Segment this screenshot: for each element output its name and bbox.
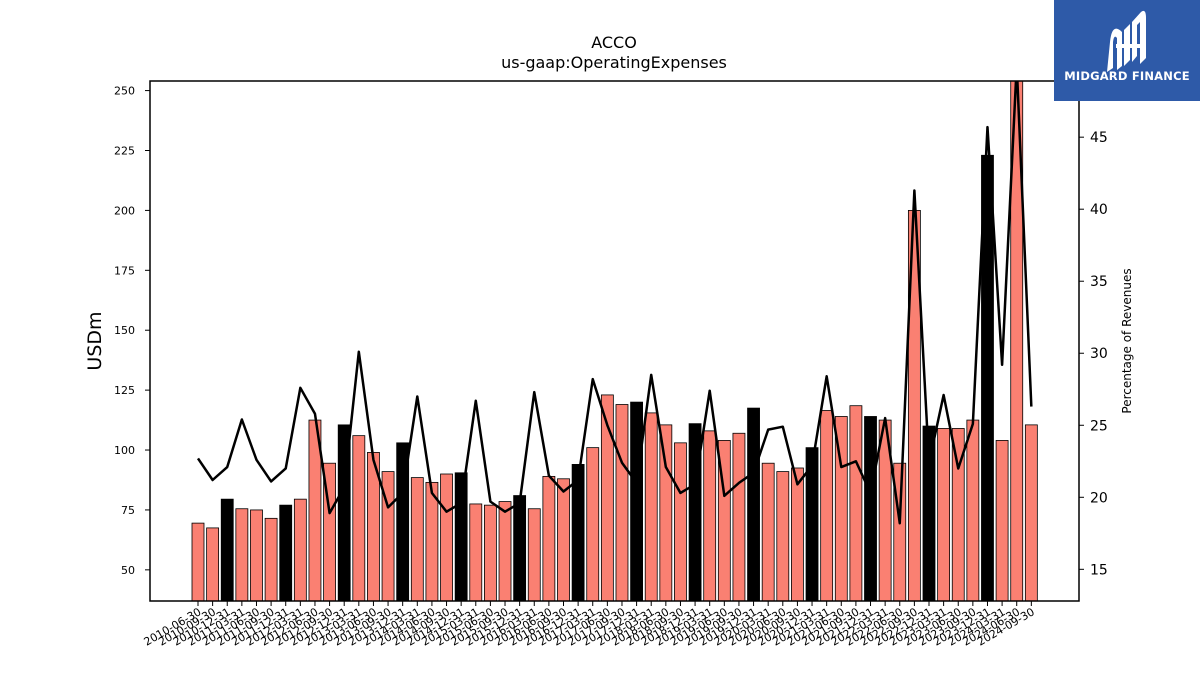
bar <box>454 472 468 602</box>
bar <box>250 509 263 602</box>
bar <box>542 475 556 602</box>
bar <box>527 508 541 602</box>
y-tick-label: 125 <box>114 384 135 397</box>
bar <box>966 419 980 602</box>
bar <box>206 527 220 602</box>
y2-tick-label: 20 <box>1090 490 1108 506</box>
bar <box>410 477 424 602</box>
y2-tick-label: 40 <box>1090 202 1108 218</box>
bar <box>995 440 1009 602</box>
bar <box>659 424 673 602</box>
y-tick-label: 175 <box>114 264 135 277</box>
bar <box>893 462 907 602</box>
bar <box>191 522 205 602</box>
bar <box>235 508 249 602</box>
bar <box>761 462 775 602</box>
y-tick-label: 250 <box>114 85 135 98</box>
chart-subtitle: us-gaap:OperatingExpenses <box>501 53 727 72</box>
logo-text: MIDGARD FINANCE <box>1064 69 1190 83</box>
y2-tick-label: 15 <box>1090 562 1108 578</box>
line-group <box>196 81 1033 525</box>
bar <box>630 401 643 602</box>
bar <box>352 435 366 602</box>
y-tick-label: 75 <box>121 504 135 517</box>
bar <box>264 517 278 602</box>
y-tick-label: 50 <box>121 564 135 577</box>
bar <box>747 407 760 602</box>
y-tick-label: 225 <box>114 144 135 157</box>
bar <box>586 447 600 602</box>
y2-tick-label: 35 <box>1090 274 1108 290</box>
bar <box>849 405 863 602</box>
y-tick-label: 200 <box>114 204 135 217</box>
bar <box>776 471 790 602</box>
y2-tick-label: 25 <box>1090 418 1108 434</box>
midgard-finance-logo: MIDGARD FINANCE <box>1054 0 1200 101</box>
bar <box>469 503 483 602</box>
bar <box>557 478 570 602</box>
bar <box>864 416 877 602</box>
bar <box>293 498 307 602</box>
bar <box>644 412 658 602</box>
bar <box>513 495 527 602</box>
y-tick-label: 100 <box>114 444 135 457</box>
bar <box>220 498 234 602</box>
y2-tick-label: 45 <box>1090 130 1108 146</box>
bar <box>498 501 512 602</box>
bar <box>674 442 687 602</box>
left-axis-ticks: 50 75 100 125 150 175 200 225 250 <box>114 85 150 577</box>
bar <box>703 430 717 602</box>
bar <box>732 432 746 602</box>
x-axis-ticks: 2010-06-302010-09-302010-12-312011-03-31… <box>142 601 1037 649</box>
y-axis-label: USDm <box>84 311 106 370</box>
bar <box>483 504 497 602</box>
y-tick-label: 150 <box>114 324 135 337</box>
bar-group <box>191 80 1038 602</box>
bar <box>820 410 834 602</box>
right-axis-ticks: 15 20 25 30 35 40 45 <box>1079 130 1108 578</box>
bar <box>279 504 293 602</box>
plot-frame <box>149 80 1080 602</box>
y2-axis-label: Percentage of Revenues <box>1120 268 1134 413</box>
bar <box>791 467 804 602</box>
chart-title: ACCO <box>591 33 637 52</box>
bar <box>615 404 629 602</box>
series-line <box>196 81 1033 525</box>
bar <box>937 428 951 602</box>
bar <box>440 473 453 602</box>
bar <box>1024 424 1038 602</box>
y2-tick-label: 30 <box>1090 346 1108 362</box>
logo-mark-icon <box>1107 10 1146 73</box>
